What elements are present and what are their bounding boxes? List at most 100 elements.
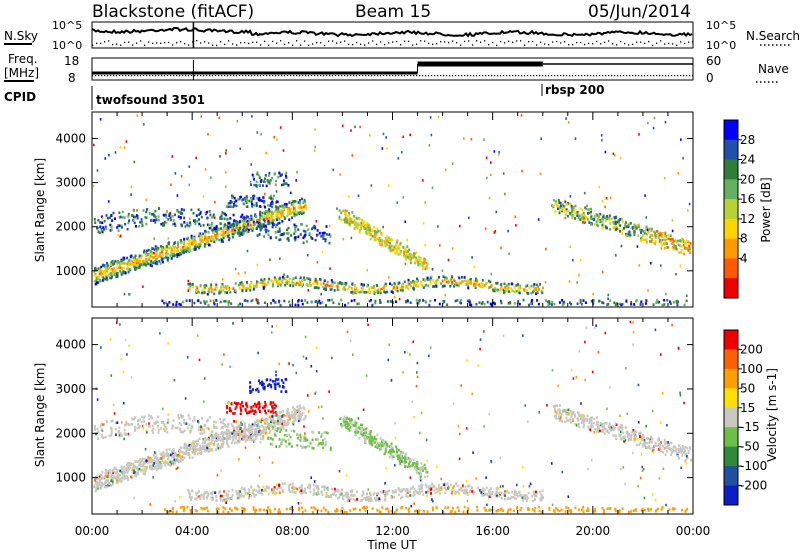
- data-cell: [197, 234, 200, 238]
- nave-dot: [503, 75, 505, 77]
- data-cell: [283, 283, 286, 287]
- data-cell: [263, 215, 266, 219]
- nave-dot: [668, 75, 670, 77]
- noise-cell: [402, 196, 404, 199]
- data-cell: [161, 247, 164, 251]
- noise-cell: [187, 279, 189, 283]
- data-cell: [164, 461, 167, 465]
- data-cell: [420, 283, 423, 286]
- data-cell: [161, 260, 164, 264]
- data-cell: [248, 438, 251, 441]
- data-cell: [279, 211, 282, 215]
- data-cell: [343, 220, 346, 224]
- data-cell: [192, 212, 195, 215]
- data-cell: [407, 287, 410, 290]
- data-cell: [97, 227, 100, 230]
- data-cell: [123, 216, 126, 219]
- data-cell: [121, 267, 124, 271]
- data-cell: [103, 228, 106, 231]
- data-cell: [610, 217, 613, 221]
- data-cell: [215, 432, 218, 435]
- data-cell: [392, 248, 394, 252]
- nave-dot: [602, 75, 604, 77]
- data-cell: [125, 420, 128, 424]
- data-cell: [303, 437, 306, 441]
- data-cell: [576, 212, 579, 216]
- data-cell: [503, 282, 506, 286]
- data-cell: [385, 443, 388, 447]
- noise-cell: [422, 298, 425, 302]
- data-cell: [178, 451, 181, 454]
- data-cell: [266, 423, 269, 426]
- data-cell: [178, 421, 181, 425]
- data-cell: [261, 424, 264, 428]
- noise-search-dot: [372, 40, 374, 42]
- noise-cell: [104, 157, 107, 160]
- data-cell: [294, 236, 297, 240]
- data-cell: [259, 212, 261, 216]
- data-cell: [369, 430, 372, 434]
- data-cell: [208, 210, 211, 213]
- data-cell: [290, 429, 293, 433]
- data-cell: [287, 207, 290, 210]
- colorbar-tick-label: 4: [740, 251, 748, 265]
- data-cell: [635, 299, 638, 302]
- data-cell: [219, 417, 222, 421]
- noise-search-dot: [152, 42, 154, 44]
- data-cell: [353, 290, 356, 293]
- data-cell: [406, 465, 409, 469]
- data-cell: [231, 436, 234, 439]
- nave-dot: [488, 75, 490, 77]
- noise-search-dot: [484, 40, 486, 42]
- noise-search-dot: [548, 44, 550, 46]
- data-cell: [371, 436, 374, 439]
- noise-search-dot: [96, 42, 98, 44]
- noise-search-dot: [572, 44, 574, 46]
- data-cell: [398, 448, 400, 452]
- data-cell: [126, 265, 129, 268]
- data-cell: [500, 283, 503, 286]
- data-cell: [557, 207, 559, 210]
- nave-dot: [377, 75, 379, 77]
- data-cell: [206, 496, 208, 500]
- data-cell: [218, 289, 221, 293]
- data-cell: [201, 291, 203, 295]
- data-cell: [219, 217, 222, 220]
- data-cell: [267, 209, 270, 213]
- data-cell: [304, 415, 307, 418]
- data-cell: [165, 249, 168, 253]
- data-cell: [138, 467, 141, 471]
- data-cell: [210, 284, 213, 288]
- data-cell: [143, 415, 146, 419]
- data-cell: [235, 420, 238, 423]
- data-cell: [100, 228, 103, 231]
- data-cell: [255, 423, 258, 427]
- data-cell: [278, 280, 281, 283]
- data-cell: [478, 283, 481, 287]
- noise-cell: [250, 163, 252, 166]
- data-cell: [670, 239, 673, 243]
- data-cell: [194, 450, 197, 454]
- noise-search-dot: [108, 40, 110, 42]
- data-cell: [99, 480, 102, 483]
- data-cell: [349, 426, 352, 429]
- data-cell: [205, 300, 208, 303]
- noise-search-dot: [332, 40, 334, 42]
- data-cell: [94, 279, 97, 283]
- data-cell: [409, 301, 412, 304]
- data-cell: [291, 421, 294, 424]
- data-cell: [267, 427, 270, 430]
- data-cell: [273, 278, 276, 282]
- noise-cell: [431, 186, 434, 189]
- data-cell: [215, 285, 218, 289]
- noise-cell: [249, 180, 252, 184]
- data-cell: [288, 218, 291, 221]
- noise-cell: [647, 289, 649, 292]
- data-cell: [151, 429, 154, 433]
- data-cell: [242, 231, 245, 235]
- data-cell: [614, 221, 617, 224]
- data-cell: [188, 239, 190, 242]
- data-cell: [159, 461, 162, 464]
- data-cell: [197, 290, 200, 294]
